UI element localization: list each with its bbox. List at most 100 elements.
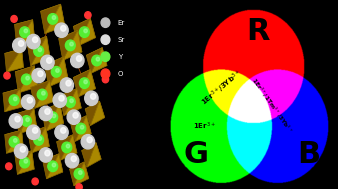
Text: Y: Y [118,54,122,60]
Circle shape [19,41,24,46]
Circle shape [21,74,31,85]
Circle shape [76,184,82,189]
Polygon shape [71,116,91,134]
Circle shape [65,40,75,51]
Polygon shape [73,69,96,89]
Circle shape [34,135,44,145]
Circle shape [76,56,82,61]
Polygon shape [6,130,23,153]
Circle shape [48,112,58,122]
Circle shape [102,76,108,83]
Circle shape [38,71,43,77]
Circle shape [48,161,58,172]
Circle shape [14,97,17,101]
Polygon shape [81,143,101,159]
Polygon shape [43,154,59,179]
Circle shape [53,93,67,107]
Polygon shape [70,162,89,179]
Polygon shape [73,18,96,38]
Text: 1Er$^{3+}$/3Yb$^{3+}$: 1Er$^{3+}$/3Yb$^{3+}$ [199,67,245,109]
Polygon shape [15,151,32,174]
Circle shape [78,171,82,174]
Circle shape [27,125,40,139]
Polygon shape [15,20,35,40]
Polygon shape [45,4,65,34]
Circle shape [60,78,73,92]
Circle shape [56,69,59,72]
Text: O: O [118,71,123,77]
Polygon shape [59,30,82,52]
Circle shape [9,114,23,128]
Circle shape [21,95,35,109]
Polygon shape [16,108,34,134]
Polygon shape [78,69,96,97]
Circle shape [51,67,61,77]
Polygon shape [32,127,49,153]
Polygon shape [49,57,68,87]
Circle shape [38,48,42,52]
Circle shape [15,116,20,122]
Circle shape [34,46,44,56]
Polygon shape [35,81,54,108]
Circle shape [26,118,29,122]
Circle shape [24,159,28,163]
Circle shape [79,78,89,88]
Circle shape [65,97,75,107]
Circle shape [32,128,38,133]
Polygon shape [5,130,22,153]
Text: R: R [246,17,269,46]
Circle shape [45,150,50,156]
Circle shape [101,18,110,27]
Polygon shape [3,89,22,107]
Circle shape [9,95,19,105]
Circle shape [73,112,78,118]
Polygon shape [56,135,77,153]
Polygon shape [19,108,37,134]
Polygon shape [28,127,46,153]
Circle shape [61,128,66,133]
Polygon shape [63,30,82,60]
Text: 1Er$^{3+}$/1Tm$^{3+}$/3Yb$^{3+}$: 1Er$^{3+}$/1Tm$^{3+}$/3Yb$^{3+}$ [249,76,295,135]
Polygon shape [85,101,99,126]
Circle shape [76,123,86,134]
Circle shape [87,137,92,143]
Polygon shape [59,30,78,60]
Circle shape [32,37,38,43]
Text: Sr: Sr [118,37,125,43]
Circle shape [11,15,17,22]
Circle shape [15,144,28,158]
Polygon shape [61,135,77,160]
Polygon shape [56,135,73,160]
Circle shape [70,99,73,103]
Circle shape [41,55,54,70]
Polygon shape [41,4,65,26]
Text: Er: Er [118,20,125,26]
Circle shape [20,146,25,152]
Polygon shape [73,18,90,46]
Polygon shape [90,101,105,126]
Circle shape [6,163,12,170]
Polygon shape [27,36,47,66]
Circle shape [65,153,79,168]
Polygon shape [15,66,34,93]
Circle shape [101,35,110,44]
Circle shape [20,157,29,168]
Circle shape [38,137,42,140]
Circle shape [84,80,87,84]
Polygon shape [71,116,87,141]
Circle shape [32,68,45,83]
Polygon shape [74,162,89,186]
Circle shape [26,76,29,80]
Circle shape [66,144,70,148]
Circle shape [55,23,68,37]
Circle shape [47,58,52,63]
Circle shape [101,52,110,61]
Polygon shape [17,20,35,45]
Circle shape [27,97,32,103]
Circle shape [52,114,56,118]
Circle shape [96,57,100,61]
Polygon shape [75,116,91,141]
Circle shape [24,29,28,33]
Polygon shape [73,69,90,97]
Circle shape [55,125,68,139]
